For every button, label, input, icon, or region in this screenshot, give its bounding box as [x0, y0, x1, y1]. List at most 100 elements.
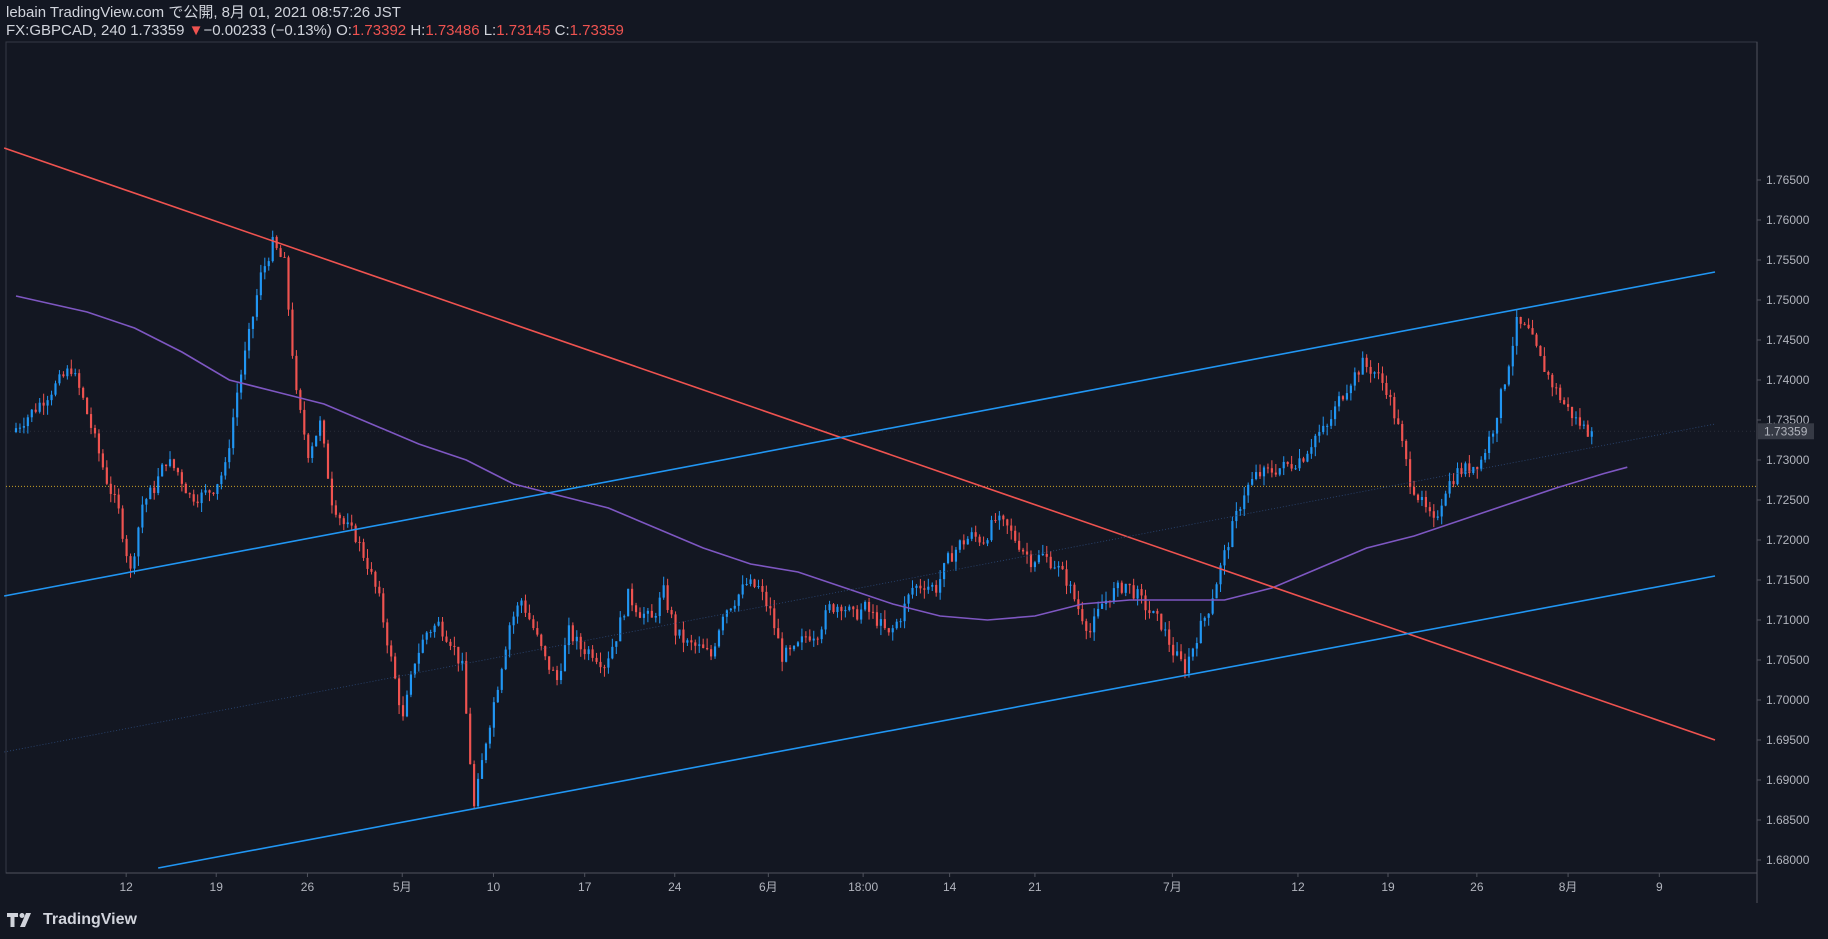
candle-body — [405, 694, 409, 717]
channel-upper-line — [4, 271, 1716, 597]
candle-body — [796, 642, 800, 646]
candle-body — [1294, 468, 1297, 470]
candle-body — [1337, 396, 1341, 407]
candle-body — [1432, 511, 1435, 518]
candle-body — [587, 649, 590, 655]
candle-body — [1468, 463, 1471, 473]
candle-body — [895, 621, 898, 629]
candle-body — [188, 493, 191, 495]
candle-body — [70, 368, 73, 375]
symbol-line[interactable]: FX:GBPCAD, 240 1.73359 — [6, 22, 185, 39]
candle-body — [646, 610, 649, 614]
candle-body — [915, 585, 918, 588]
x-tick-label: 18:00 — [848, 880, 878, 894]
candle-body — [1156, 610, 1159, 614]
current-price-badge — [1758, 423, 1814, 440]
candle-body — [346, 522, 349, 525]
candle-body — [1148, 610, 1151, 614]
candle-body — [1057, 565, 1060, 568]
candle-body — [224, 462, 227, 476]
candle-body — [1132, 585, 1135, 599]
candle-body — [812, 638, 815, 641]
current-price-label: 1.73359 — [1764, 424, 1808, 438]
candle-body — [34, 409, 37, 412]
candle-body — [1507, 366, 1510, 385]
candle-body — [1211, 598, 1214, 614]
candle-body — [153, 487, 156, 493]
candle-body — [950, 553, 954, 562]
candle-body — [46, 400, 49, 406]
open-value: 1.73392 — [351, 22, 407, 39]
candle-body — [994, 520, 997, 522]
x-tick-label: 21 — [1028, 880, 1042, 894]
candle-body — [1286, 461, 1289, 465]
candle-body — [1041, 553, 1044, 556]
candle-body — [970, 532, 973, 539]
y-tick-label: 1.76500 — [1766, 173, 1810, 187]
candle-body — [670, 610, 673, 615]
candle-body — [1495, 418, 1499, 434]
y-tick-label: 1.72000 — [1766, 533, 1810, 547]
candle-body — [1484, 452, 1487, 460]
candle-body — [871, 611, 875, 613]
y-tick-label: 1.74500 — [1766, 333, 1810, 347]
candle-body — [1239, 509, 1242, 511]
candle-body — [1298, 458, 1301, 469]
candle-body — [1539, 345, 1542, 356]
candle-body — [678, 629, 681, 636]
candle-body — [1357, 372, 1360, 375]
candle-body — [1255, 472, 1258, 480]
candle-body — [1566, 404, 1570, 407]
x-tick-label: 14 — [943, 880, 957, 894]
candle-body — [567, 625, 570, 646]
candle-body — [1310, 447, 1313, 454]
candle-body — [765, 591, 768, 607]
candle-body — [1551, 374, 1554, 388]
y-tick-label: 1.73000 — [1766, 453, 1810, 467]
candle-body — [875, 612, 879, 626]
candle-body — [524, 600, 527, 613]
candle-body — [717, 630, 721, 647]
candle-body — [1061, 565, 1064, 570]
candle-body — [488, 727, 492, 744]
candle-body — [615, 641, 618, 647]
tradingview-logo[interactable]: TradingView — [7, 911, 137, 929]
candle-body — [30, 409, 33, 418]
candle-body — [631, 588, 634, 606]
moving-average-line — [15, 295, 1628, 621]
candle-body — [962, 540, 965, 545]
candle-body — [1033, 562, 1037, 568]
candle-body — [516, 605, 519, 617]
candle-body — [1025, 551, 1029, 555]
x-tick-label: 17 — [578, 880, 592, 894]
candle-body — [1073, 584, 1076, 600]
candle-body — [54, 383, 57, 395]
candle-body — [1535, 334, 1538, 346]
candle-body — [1503, 384, 1506, 390]
candle-body — [1412, 486, 1416, 495]
x-tick-label: 10 — [487, 880, 501, 894]
candle-body — [267, 261, 270, 267]
candle-body — [1424, 497, 1427, 508]
candle-body — [698, 644, 701, 646]
candle-body — [1515, 316, 1518, 346]
candle-body — [1440, 505, 1443, 517]
candle-body — [303, 409, 306, 435]
candle-body — [785, 647, 788, 662]
low-value: 1.73145 — [496, 22, 551, 39]
candle-body — [907, 594, 910, 604]
candle-body — [1077, 599, 1080, 610]
y-tick-label: 1.74000 — [1766, 373, 1810, 387]
y-tick-label: 1.69000 — [1766, 773, 1810, 787]
candle-body — [66, 368, 69, 377]
candle-body — [176, 468, 180, 473]
candle-body — [1069, 584, 1072, 586]
y-tick-label: 1.75000 — [1766, 293, 1810, 307]
candle-body — [856, 609, 859, 620]
candle-body — [769, 606, 772, 609]
candle-body — [1183, 659, 1187, 674]
candle-body — [168, 459, 172, 467]
candle-body — [82, 387, 85, 398]
resistance-line — [3, 147, 1716, 741]
